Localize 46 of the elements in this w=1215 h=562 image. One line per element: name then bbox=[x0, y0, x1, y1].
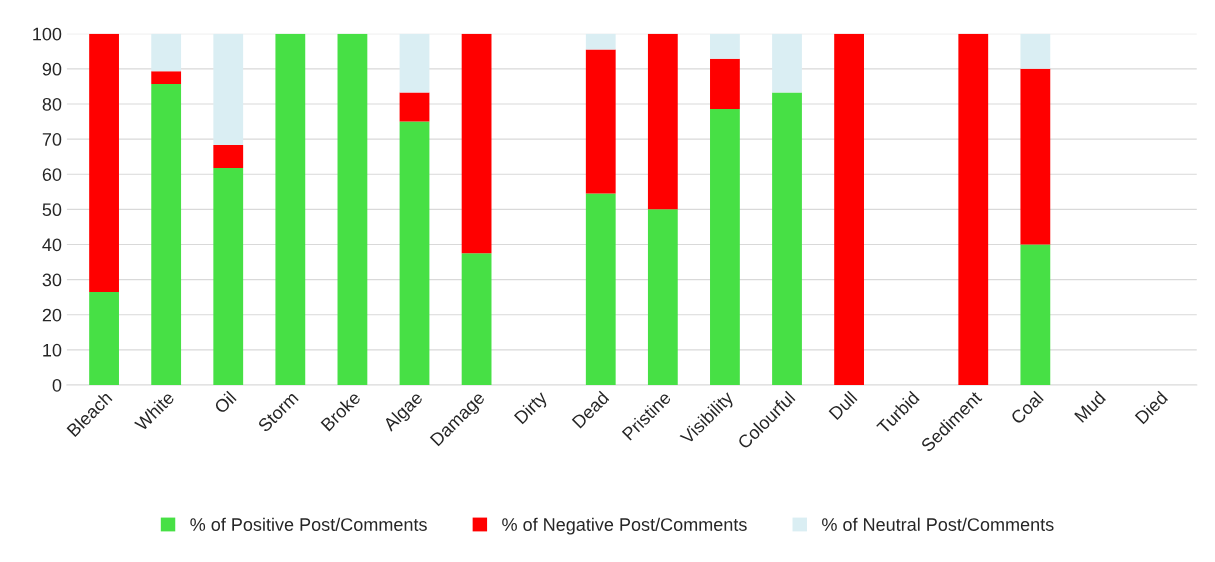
y-tick-label: 40 bbox=[42, 238, 62, 252]
bar bbox=[399, 121, 430, 385]
bar bbox=[585, 49, 616, 194]
bar bbox=[647, 209, 678, 385]
y-tick-label: 50 bbox=[42, 203, 62, 217]
bar bbox=[834, 33, 864, 385]
y-tick-label: 60 bbox=[42, 168, 62, 181]
legend-label: % of Neutral Post/Comments bbox=[822, 517, 1054, 531]
bar bbox=[585, 33, 616, 50]
y-tick-label: 70 bbox=[42, 133, 62, 146]
bar bbox=[213, 33, 244, 146]
bar bbox=[399, 92, 430, 122]
y-tick-label: 0 bbox=[52, 378, 62, 392]
bar bbox=[710, 58, 740, 109]
bar bbox=[151, 71, 182, 84]
y-tick-label: 10 bbox=[43, 343, 62, 357]
bar bbox=[213, 145, 244, 168]
bar bbox=[585, 193, 616, 385]
bar bbox=[647, 33, 678, 210]
bar bbox=[461, 33, 492, 254]
bar bbox=[213, 167, 244, 385]
y-tick-label: 20 bbox=[42, 308, 62, 322]
y-tick-label: 30 bbox=[42, 273, 62, 287]
bar bbox=[1020, 33, 1051, 69]
bar bbox=[710, 108, 740, 385]
x-tick-label: Oil bbox=[213, 390, 237, 415]
legend-label: % of Positive Post/Comments bbox=[190, 517, 427, 531]
bar bbox=[151, 83, 182, 385]
bar bbox=[89, 33, 119, 292]
y-tick-label: 100 bbox=[33, 27, 62, 41]
bar bbox=[337, 33, 368, 385]
bar bbox=[772, 92, 802, 385]
bar bbox=[772, 33, 802, 93]
bar bbox=[710, 33, 740, 59]
bar bbox=[1020, 68, 1051, 245]
x-tick-label: Dull bbox=[828, 390, 858, 421]
bar bbox=[151, 33, 182, 72]
y-tick-label: 80 bbox=[42, 97, 62, 111]
bar bbox=[461, 253, 492, 385]
bar bbox=[275, 33, 306, 385]
legend-label: % of Negative Post/Comments bbox=[502, 517, 747, 535]
bar bbox=[958, 33, 989, 385]
bar bbox=[1020, 244, 1051, 385]
bar bbox=[89, 291, 119, 385]
bar bbox=[399, 33, 430, 93]
y-tick-label: 90 bbox=[42, 62, 62, 76]
